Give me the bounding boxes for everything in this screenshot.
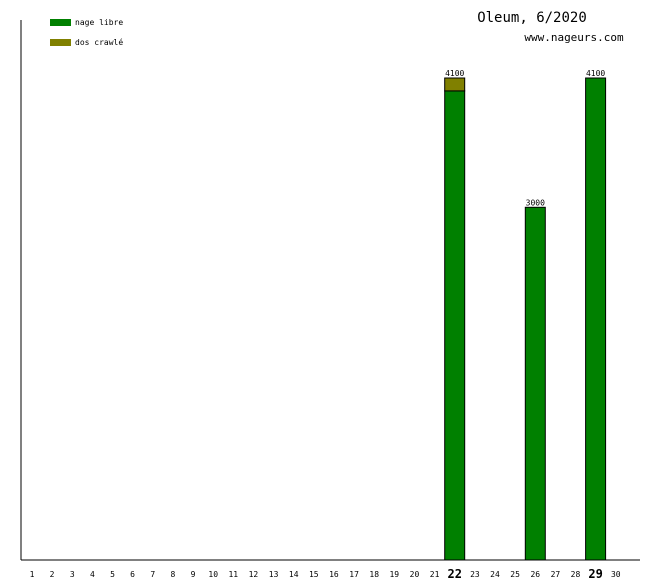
x-tick-label-3: 3 bbox=[70, 570, 75, 579]
x-tick-label-12: 12 bbox=[249, 570, 259, 579]
legend-swatch-2 bbox=[50, 39, 71, 46]
x-tick-label-23: 23 bbox=[470, 570, 480, 579]
x-tick-label-11: 11 bbox=[228, 570, 238, 579]
data-label-26: 3000 bbox=[526, 198, 545, 207]
x-tick-label-13: 13 bbox=[269, 570, 279, 579]
legend-label-2: dos crawlé bbox=[75, 37, 123, 47]
x-tick-label-28: 28 bbox=[571, 570, 581, 579]
x-tick-label-15: 15 bbox=[309, 570, 319, 579]
x-tick-label-6: 6 bbox=[130, 570, 135, 579]
bar-29-series-1 bbox=[585, 77, 607, 561]
x-tick-label-1: 1 bbox=[30, 570, 35, 579]
x-tick-label-18: 18 bbox=[369, 570, 379, 579]
legend-swatch-1 bbox=[50, 19, 71, 26]
x-tick-label-25: 25 bbox=[510, 570, 520, 579]
data-label-22: 4100 bbox=[445, 69, 464, 78]
x-tick-label-10: 10 bbox=[208, 570, 218, 579]
x-tick-label-17: 17 bbox=[349, 570, 359, 579]
x-tick-labels: 1 2 3 4 5 6 7 8 9 10 11 12 13 14 15 16 17 18 19 20 21 22 23 24 2… bbox=[30, 567, 621, 580]
bar-22-series-1 bbox=[444, 90, 466, 561]
x-tick-label-21: 21 bbox=[430, 570, 440, 579]
chart-subtitle: www.nageurs.com bbox=[524, 31, 624, 44]
x-tick-label-9: 9 bbox=[191, 570, 196, 579]
x-tick-label-20: 20 bbox=[410, 570, 420, 579]
plot-area: 4100 3000 4100 bbox=[444, 69, 607, 561]
bar-26-series-1 bbox=[524, 206, 546, 561]
data-label-29: 4100 bbox=[586, 69, 605, 78]
x-tick-label-7: 7 bbox=[150, 570, 155, 579]
x-tick-label-4: 4 bbox=[90, 570, 95, 579]
x-tick-label-24: 24 bbox=[490, 570, 500, 579]
legend-label-1: nage libre bbox=[75, 18, 123, 27]
x-tick-label-30: 30 bbox=[611, 570, 621, 579]
x-tick-label-29: 29 bbox=[588, 567, 602, 580]
legend: nage libre dos crawlé bbox=[50, 18, 123, 47]
x-tick-label-2: 2 bbox=[50, 570, 55, 579]
x-tick-label-27: 27 bbox=[551, 570, 561, 579]
x-tick-label-26: 26 bbox=[530, 570, 540, 579]
chart-title: Oleum, 6/2020 bbox=[477, 10, 587, 26]
x-tick-label-5: 5 bbox=[110, 570, 115, 579]
x-tick-label-19: 19 bbox=[389, 570, 399, 579]
x-tick-label-8: 8 bbox=[170, 570, 175, 579]
bar-22-series-2 bbox=[444, 77, 466, 92]
x-tick-label-22: 22 bbox=[447, 567, 461, 580]
x-tick-label-14: 14 bbox=[289, 570, 299, 579]
x-tick-label-16: 16 bbox=[329, 570, 339, 579]
